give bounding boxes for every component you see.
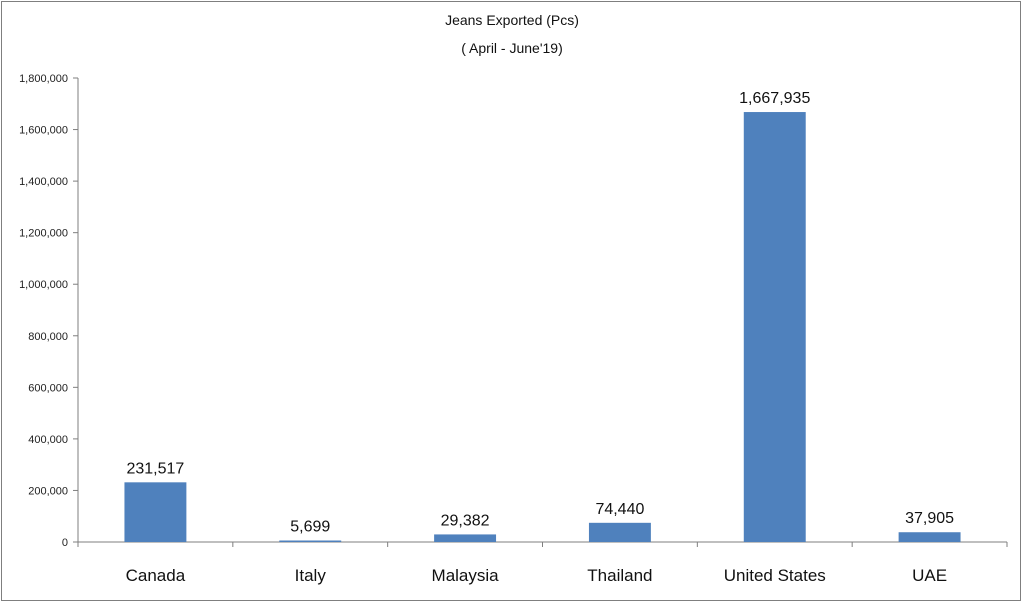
bar-canada — [124, 482, 187, 542]
data-label: 29,382 — [441, 512, 490, 529]
x-tick-label: Thailand — [587, 566, 652, 585]
bar-united-states — [743, 112, 806, 542]
y-tick-label: 600,000 — [28, 382, 68, 394]
data-label: 37,905 — [905, 510, 954, 527]
data-label: 5,699 — [290, 519, 330, 536]
y-tick-label: 1,000,000 — [19, 279, 68, 291]
x-tick-label: Malaysia — [432, 566, 500, 585]
chart-subtitle: ( April - June'19) — [461, 40, 563, 56]
y-tick-label: 1,400,000 — [19, 176, 68, 188]
y-tick-label: 0 — [62, 537, 68, 549]
y-tick-label: 800,000 — [28, 331, 68, 343]
data-label: 74,440 — [595, 501, 644, 518]
x-tick-label: UAE — [912, 566, 947, 585]
y-tick-label: 1,200,000 — [19, 228, 68, 240]
bar-malaysia — [434, 534, 497, 542]
bar-thailand — [588, 522, 651, 542]
bar-uae — [898, 532, 961, 542]
y-tick-label: 200,000 — [28, 485, 68, 497]
chart-title: Jeans Exported (Pcs) — [445, 12, 579, 28]
x-tick-label: United States — [724, 566, 826, 585]
x-axis: Canada Italy Malaysia Thailand United States… — [77, 541, 1008, 585]
bars — [124, 112, 961, 542]
data-label: 1,667,935 — [739, 90, 810, 107]
bar-italy — [279, 540, 342, 542]
data-label: 231,517 — [126, 460, 184, 477]
y-axis: 0 200,000 400,000 600,000 800,000 1,000,000 1,… — [19, 73, 79, 549]
data-labels: 231,517 5,699 29,382 74,440 1,667,935 37,905 — [126, 90, 954, 535]
y-tick-label: 400,000 — [28, 434, 68, 446]
x-tick-label: Italy — [295, 566, 327, 585]
y-tick-label: 1,800,000 — [19, 73, 68, 85]
y-tick-label: 1,600,000 — [19, 125, 68, 137]
x-tick-label: Canada — [126, 566, 186, 585]
